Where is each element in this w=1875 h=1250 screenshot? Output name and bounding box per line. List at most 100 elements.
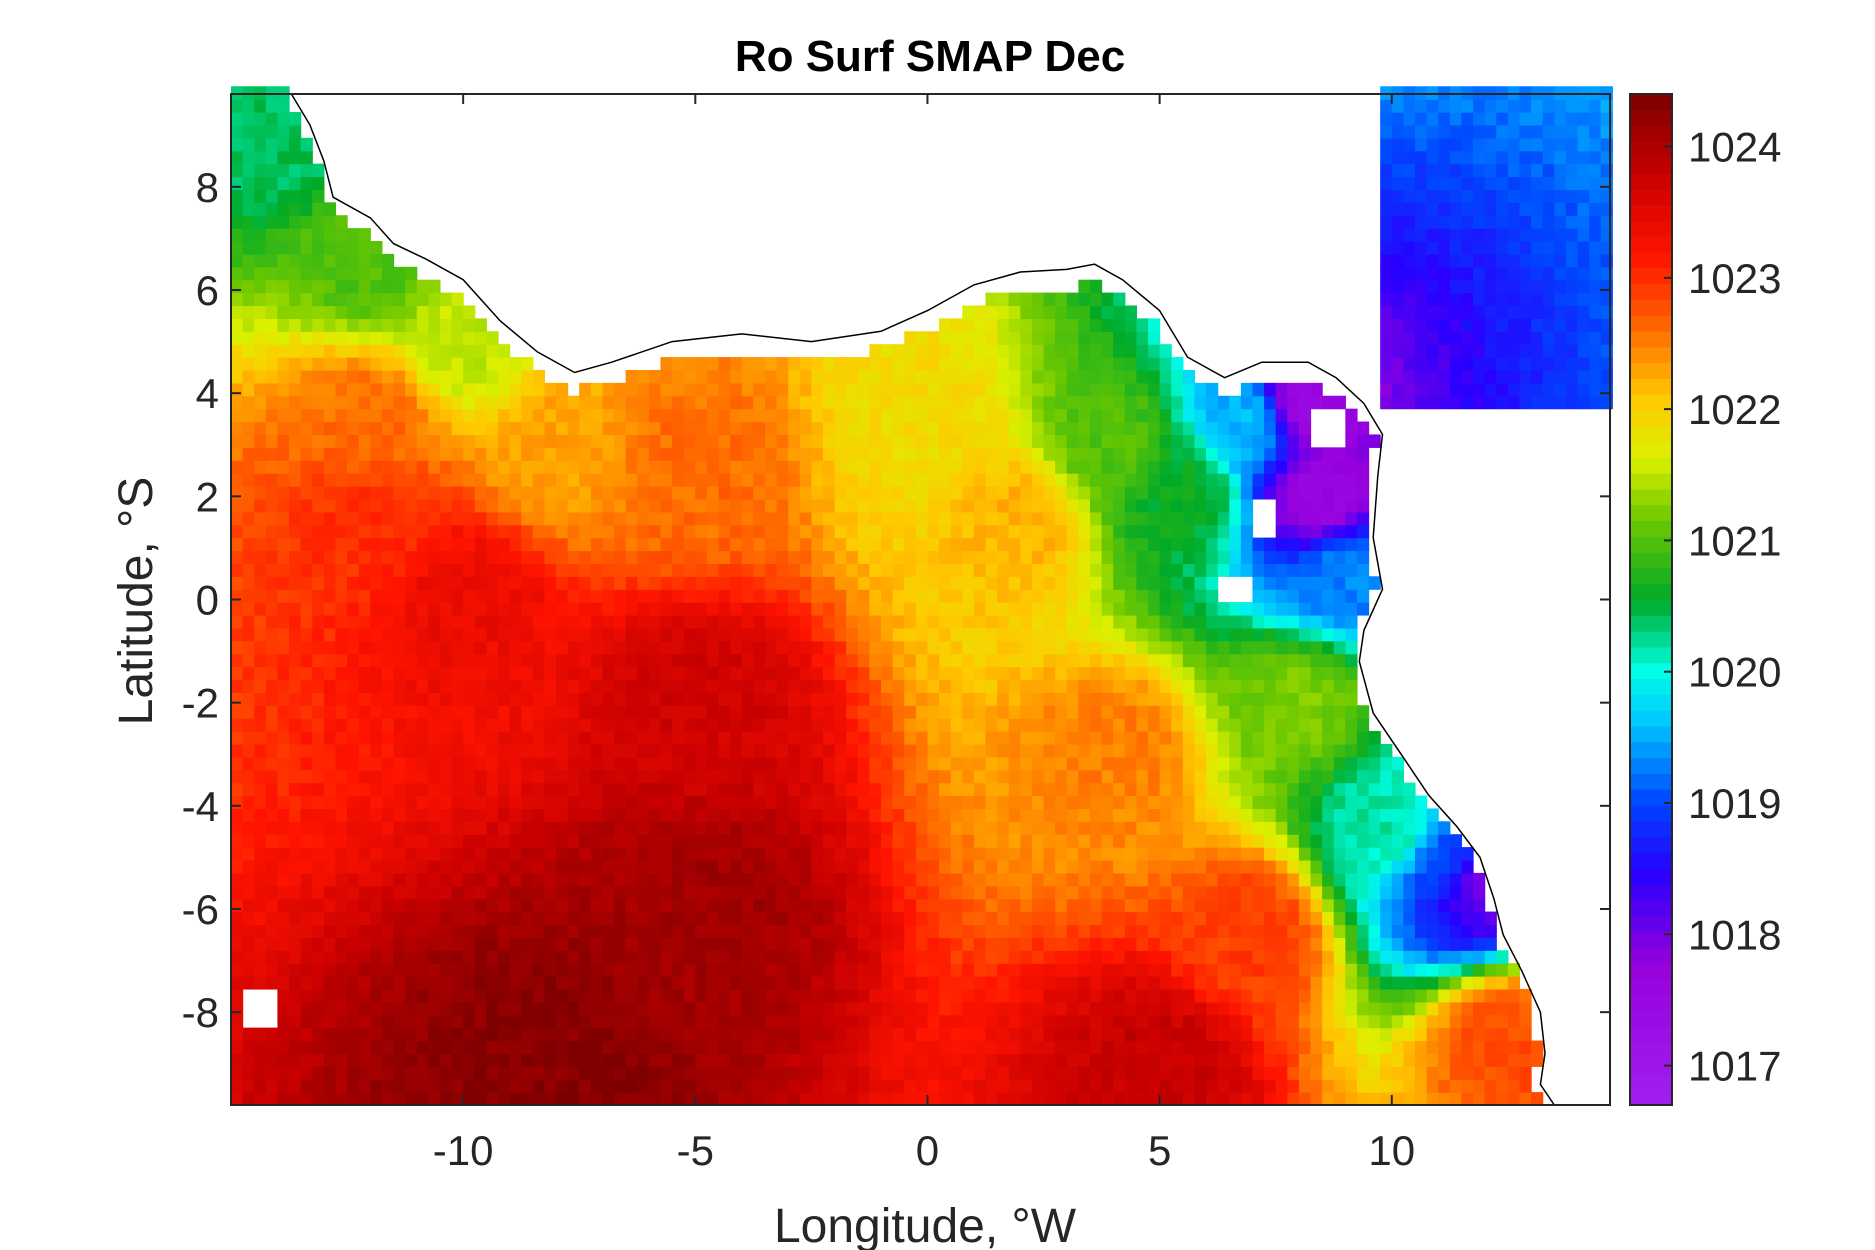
heatmap-cell <box>231 1027 244 1042</box>
heatmap-cell <box>857 1066 871 1080</box>
heatmap-cell <box>556 743 569 758</box>
heatmap-cell <box>265 743 279 758</box>
heatmap-cell <box>660 705 673 719</box>
heatmap-cell <box>672 898 685 913</box>
heatmap-cell <box>544 1066 557 1080</box>
heatmap-cell <box>370 808 383 822</box>
heatmap-cell <box>706 885 720 900</box>
heatmap-cell <box>1066 1040 1079 1055</box>
heatmap-cell <box>1403 1014 1416 1029</box>
heatmap-cell <box>439 537 453 552</box>
heatmap-cell <box>811 834 824 848</box>
heatmap-cell <box>1496 988 1509 1003</box>
heatmap-cell <box>846 898 859 913</box>
heatmap-cell <box>1113 731 1126 745</box>
heatmap-cell <box>347 769 360 784</box>
heatmap-cell <box>1148 859 1161 874</box>
heatmap-cell <box>579 511 592 526</box>
heatmap-cell <box>1124 756 1138 771</box>
heatmap-cell <box>811 988 824 1003</box>
heatmap-cell <box>1031 563 1045 577</box>
heatmap-cell <box>602 847 615 861</box>
heatmap-cell <box>927 524 940 539</box>
heatmap-cell <box>799 1027 812 1042</box>
heatmap-cell <box>1055 1066 1068 1080</box>
heatmap-cell <box>497 1066 511 1080</box>
heatmap-cell <box>242 898 255 913</box>
heatmap-cell <box>1287 963 1300 977</box>
heatmap-cell <box>1182 1001 1196 1016</box>
heatmap-cell <box>718 563 731 577</box>
heatmap-cell <box>672 563 685 577</box>
heatmap-cell <box>1240 898 1254 913</box>
heatmap-cell <box>265 653 279 668</box>
heatmap-cell <box>428 511 441 526</box>
heatmap-cell <box>347 627 360 642</box>
heatmap-cell <box>323 988 337 1003</box>
heatmap-cell <box>486 498 499 513</box>
heatmap-cell <box>1531 1040 1544 1055</box>
heatmap-cell <box>358 872 371 887</box>
heatmap-cell <box>1171 679 1184 693</box>
heatmap-cell <box>1008 653 1021 668</box>
heatmap-cell <box>358 563 371 577</box>
heatmap-cell <box>1403 834 1416 848</box>
heatmap-cell <box>718 898 731 913</box>
heatmap-cell <box>1089 640 1103 655</box>
heatmap-cell <box>393 640 406 655</box>
heatmap-cell <box>1066 1079 1079 1093</box>
heatmap-cell <box>1391 1001 1404 1016</box>
heatmap-cell <box>1229 731 1242 745</box>
heatmap-cell <box>822 1040 836 1055</box>
heatmap-cell <box>1287 937 1300 951</box>
heatmap-cell <box>973 924 987 938</box>
heatmap-cell <box>1310 705 1323 719</box>
heatmap-cell <box>381 821 395 835</box>
heatmap-cell <box>869 498 882 513</box>
heatmap-cell <box>1438 821 1451 835</box>
heatmap-cell <box>834 602 847 616</box>
heatmap-cell <box>567 1066 580 1080</box>
heatmap-cell <box>788 769 801 784</box>
heatmap-cell <box>1066 821 1079 835</box>
heatmap-cell <box>1020 550 1033 564</box>
heatmap-cell <box>1217 808 1230 822</box>
heatmap-cell <box>730 705 743 719</box>
heatmap-cell <box>764 1014 778 1029</box>
heatmap-cell <box>718 679 731 693</box>
heatmap-cell <box>695 924 708 938</box>
heatmap-cell <box>822 976 836 990</box>
heatmap-cell <box>1310 524 1323 539</box>
heatmap-cell <box>602 718 615 732</box>
heatmap-cell <box>254 821 267 835</box>
heatmap-cell <box>521 847 534 861</box>
heatmap-cell <box>1020 937 1033 951</box>
heatmap-cell <box>1252 705 1265 719</box>
heatmap-cell <box>1148 834 1161 848</box>
heatmap-cell <box>741 1014 754 1029</box>
heatmap-cell <box>962 743 975 758</box>
heatmap-cell <box>857 769 871 784</box>
heatmap-cell <box>834 782 847 797</box>
heatmap-cell <box>590 782 604 797</box>
heatmap-cell <box>242 769 255 784</box>
heatmap-cell <box>231 782 244 797</box>
heatmap-cell <box>985 782 998 797</box>
heatmap-cell <box>1438 963 1451 977</box>
heatmap-cell <box>904 1066 917 1080</box>
heatmap-cell <box>1252 963 1265 977</box>
heatmap-cell <box>1055 1001 1068 1016</box>
heatmap-cell <box>544 782 557 797</box>
heatmap-cell <box>1182 1027 1196 1042</box>
heatmap-cell <box>474 1040 487 1055</box>
heatmap-cell <box>857 718 871 732</box>
heatmap-cell <box>1159 589 1172 603</box>
heatmap-cell <box>335 898 348 913</box>
heatmap-cell <box>602 769 615 784</box>
heatmap-cell <box>405 911 418 926</box>
heatmap-cell <box>706 692 720 706</box>
heatmap-cell <box>1031 885 1045 900</box>
heatmap-cell <box>799 705 812 719</box>
heatmap-cell <box>486 1040 499 1055</box>
heatmap-cell <box>1043 756 1056 771</box>
